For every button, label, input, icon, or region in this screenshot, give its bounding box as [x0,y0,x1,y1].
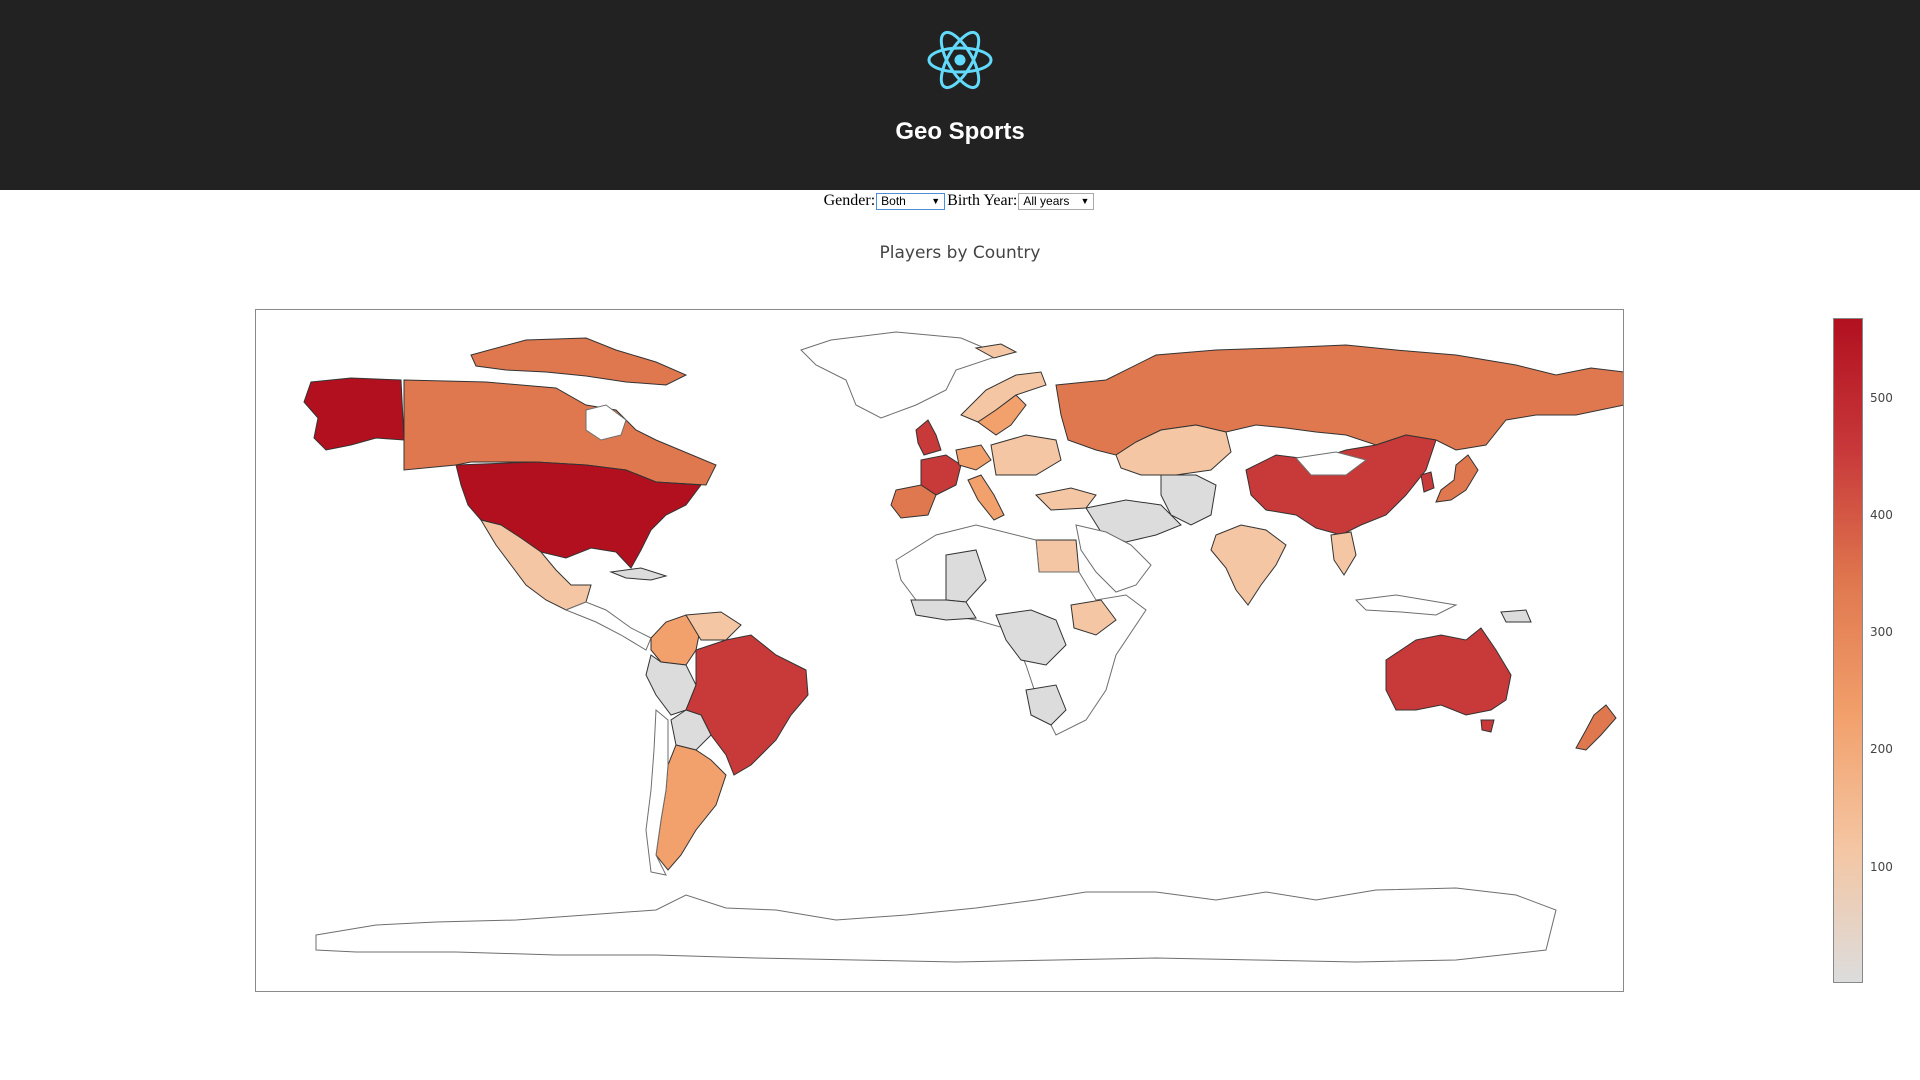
country-italy[interactable] [967,474,1005,521]
chart-title: Players by Country [879,243,1041,263]
country-southern-africa[interactable] [1025,684,1067,726]
country-ethiopia[interactable] [1070,599,1117,636]
filter-bar: Gender: Both ▼ Birth Year: All years ▼ [0,189,1920,213]
country-central-africa[interactable] [995,609,1067,666]
colorbar-tick: 500 [1870,391,1893,405]
central-america[interactable] [564,601,652,651]
app-title: Geo Sports [895,118,1025,145]
colorbar [1833,318,1863,983]
dropdown-arrow-icon: ▼ [931,196,941,206]
country-papua-new-guinea[interactable] [1500,609,1532,623]
country-iceland[interactable] [974,343,1018,359]
country-germany[interactable] [955,444,992,471]
country-canada[interactable] [403,379,717,486]
country-australia[interactable] [1385,627,1512,716]
colorbar-gradient [1834,319,1862,982]
country-southeast-asia[interactable] [1330,531,1357,576]
country-spain[interactable] [890,484,937,519]
country-japan[interactable] [1435,454,1479,503]
country-mexico[interactable] [479,519,592,611]
country-sweden[interactable] [977,394,1027,436]
country-russia[interactable] [1055,344,1624,456]
country-egypt[interactable] [1035,539,1080,573]
birth-year-select[interactable]: All years ▼ [1018,192,1095,210]
country-cuba[interactable] [609,567,668,581]
country-tasmania[interactable] [1480,719,1495,733]
country-chile[interactable] [645,708,669,876]
country-brazil[interactable] [685,634,809,776]
dropdown-arrow-icon: ▼ [1080,196,1090,206]
colorbar-tick: 200 [1870,742,1893,756]
country-eastern-europe[interactable] [990,434,1062,476]
world-map[interactable] [255,309,1624,992]
country-canada-islands[interactable] [470,337,688,386]
region-indonesia[interactable] [1354,594,1458,616]
country-saudi-arabia[interactable] [1075,524,1152,593]
colorbar-tick: 100 [1870,860,1893,874]
country-alaska[interactable] [303,377,405,451]
colorbar-tick: 400 [1870,508,1893,522]
country-india[interactable] [1210,524,1287,606]
country-west-africa[interactable] [910,599,977,621]
country-mali[interactable] [945,549,987,603]
country-south-korea[interactable] [1420,471,1435,493]
country-united-kingdom[interactable] [915,419,942,456]
world-map-svg[interactable] [256,310,1624,992]
birth-year-label: Birth Year: [947,192,1018,209]
country-kazakhstan[interactable] [1115,424,1232,476]
hudson-bay [585,404,627,441]
app-header: Geo Sports [0,0,1920,190]
country-greenland[interactable] [800,331,1003,419]
continent-antarctica[interactable] [315,887,1557,963]
country-china[interactable] [1245,434,1437,536]
country-mongolia[interactable] [1295,451,1368,476]
country-venezuela[interactable] [685,611,742,641]
gender-label: Gender: [823,192,876,209]
country-new-zealand[interactable] [1575,704,1617,751]
gender-select-value: Both [881,194,906,208]
colorbar-tick: 300 [1870,625,1893,639]
react-atom-icon [927,30,993,90]
birth-year-select-value: All years [1023,194,1070,208]
country-turkey[interactable] [1034,487,1097,511]
gender-select[interactable]: Both ▼ [876,192,946,210]
country-central-asia[interactable] [1160,474,1217,526]
